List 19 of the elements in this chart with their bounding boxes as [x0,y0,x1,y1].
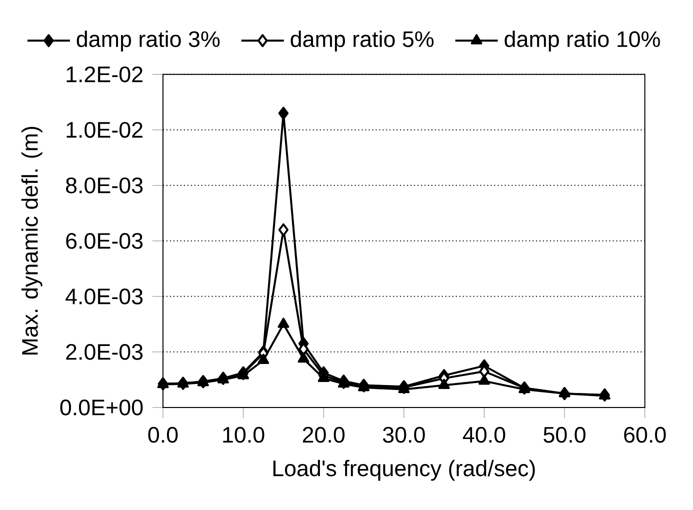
legend-label: damp ratio 5% [290,30,434,52]
y-tick-label: 8.0E-03 [66,177,143,194]
x-tick-label: 10.0 [223,426,264,443]
x-tick-label: 30.0 [382,426,425,443]
y-tick-label: 2.0E-03 [66,344,143,360]
legend-label: damp ratio 10% [504,30,660,52]
y-axis-title: Max. dynamic defl. (m) [21,126,42,354]
legend-label: damp ratio 3% [76,30,220,52]
y-tick-label: 1.2E-02 [66,66,142,82]
y-tick-label: 1.0E-02 [66,122,142,138]
y-tick-label: 0.0E+00 [60,399,143,416]
x-tick-label: 0.0 [148,426,178,443]
x-tick-label: 50.0 [544,426,586,443]
y-tick-label: 6.0E-03 [66,232,143,249]
x-axis-title: Load's frequency (rad/sec) [273,460,535,481]
x-tick-label: 60.0 [624,426,666,443]
y-tick-label: 4.0E-03 [66,288,143,304]
x-tick-label: 40.0 [462,426,506,443]
x-tick-label: 20.0 [302,426,345,443]
